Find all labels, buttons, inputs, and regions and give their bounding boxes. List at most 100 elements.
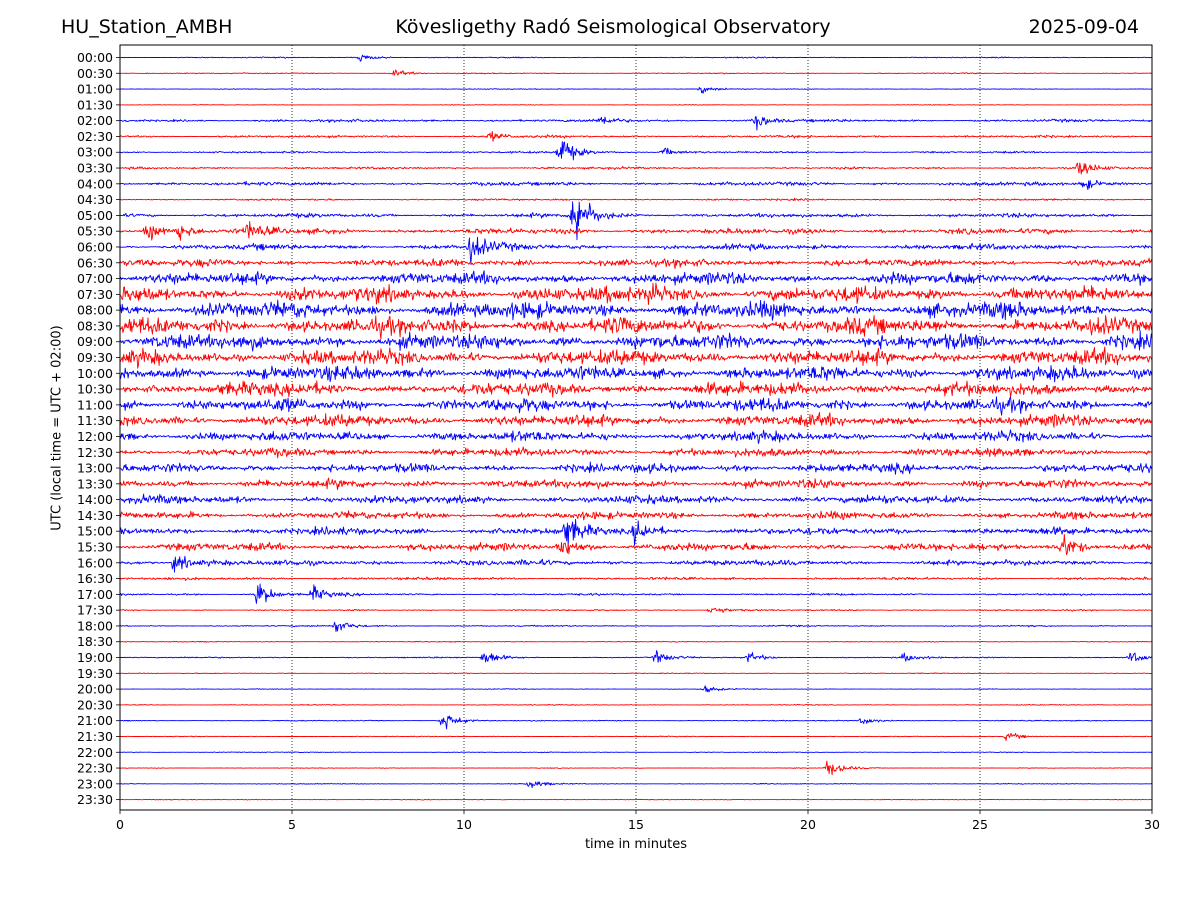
y-tick-label: 13:00 bbox=[77, 461, 113, 476]
traces-group bbox=[120, 54, 1152, 801]
y-tick-label: 20:30 bbox=[77, 697, 113, 712]
x-tick-label: 15 bbox=[628, 817, 644, 832]
chart-title: Kövesligethy Radó Seismological Observat… bbox=[395, 16, 831, 38]
y-tick-label: 10:30 bbox=[77, 382, 113, 397]
trace-row bbox=[120, 412, 1152, 428]
y-tick-label: 19:30 bbox=[77, 666, 113, 681]
y-tick-label: 14:00 bbox=[77, 492, 113, 507]
trace-row bbox=[120, 282, 1152, 306]
y-tick-label: 23:00 bbox=[77, 776, 113, 791]
trace-row bbox=[120, 54, 1152, 62]
y-tick-label: 05:00 bbox=[77, 208, 113, 223]
trace-row bbox=[120, 201, 1152, 241]
trace-row bbox=[120, 640, 1152, 643]
y-tick-label: 11:00 bbox=[77, 397, 113, 412]
trace-row bbox=[120, 621, 1152, 633]
y-tick-label: 08:30 bbox=[77, 318, 113, 333]
y-tick-label: 04:30 bbox=[77, 192, 113, 207]
trace-row bbox=[120, 493, 1152, 505]
y-tick-label: 22:00 bbox=[77, 745, 113, 760]
trace-row bbox=[120, 685, 1152, 693]
y-tick-label: 16:00 bbox=[77, 555, 113, 570]
y-tick-label: 03:00 bbox=[77, 145, 113, 160]
trace-row bbox=[120, 69, 1152, 76]
y-tick-label: 21:00 bbox=[77, 713, 113, 728]
trace-row bbox=[120, 583, 1152, 604]
y-tick-label: 19:00 bbox=[77, 650, 113, 665]
y-tick-label: 06:30 bbox=[77, 255, 113, 270]
trace-row bbox=[120, 798, 1152, 801]
trace-row bbox=[120, 299, 1152, 321]
y-tick-label: 10:00 bbox=[77, 366, 113, 381]
x-tick-label: 20 bbox=[800, 817, 816, 832]
trace-row bbox=[120, 179, 1152, 191]
trace-row bbox=[120, 162, 1152, 175]
y-tick-label: 01:00 bbox=[77, 82, 113, 97]
x-tick-label: 10 bbox=[456, 817, 472, 832]
trace-row bbox=[120, 607, 1152, 613]
y-tick-label: 12:00 bbox=[77, 429, 113, 444]
y-tick-label: 00:00 bbox=[77, 50, 113, 65]
y-tick-label: 18:00 bbox=[77, 618, 113, 633]
trace-row bbox=[120, 257, 1152, 270]
trace-row bbox=[120, 141, 1152, 161]
y-tick-label: 14:30 bbox=[77, 508, 113, 523]
y-tick-label: 23:30 bbox=[77, 792, 113, 807]
trace-row bbox=[120, 236, 1152, 265]
chart-date: 2025-09-04 bbox=[1028, 16, 1139, 38]
x-tick-label: 30 bbox=[1144, 817, 1160, 832]
trace-row bbox=[120, 461, 1152, 475]
trace-row bbox=[120, 732, 1152, 741]
trace-row bbox=[120, 672, 1152, 675]
y-tick-label: 02:00 bbox=[77, 113, 113, 128]
trace-row bbox=[120, 555, 1152, 573]
trace-row bbox=[120, 576, 1152, 582]
y-tick-label: 17:00 bbox=[77, 587, 113, 602]
y-tick-label: 22:30 bbox=[77, 761, 113, 776]
y-tick-label: 07:30 bbox=[77, 287, 113, 302]
trace-row bbox=[120, 715, 1152, 730]
trace-row bbox=[120, 130, 1152, 142]
y-tick-label: 06:00 bbox=[77, 239, 113, 254]
y-tick-label: 15:00 bbox=[77, 524, 113, 539]
y-tick-label: 15:30 bbox=[77, 539, 113, 554]
y-tick-label: 00:30 bbox=[77, 66, 113, 81]
trace-row bbox=[120, 781, 1152, 789]
trace-row bbox=[120, 510, 1152, 521]
trace-row bbox=[120, 380, 1152, 398]
y-tick-label: 16:30 bbox=[77, 571, 113, 586]
station-name: HU_Station_AMBH bbox=[61, 16, 233, 38]
y-tick-label: 09:00 bbox=[77, 334, 113, 349]
x-axis-label: time in minutes bbox=[584, 837, 688, 852]
trace-row bbox=[120, 364, 1152, 383]
y-tick-label: 11:30 bbox=[77, 413, 113, 428]
trace-row bbox=[120, 760, 1152, 776]
x-tick-label: 0 bbox=[116, 817, 124, 832]
y-tick-label: 02:30 bbox=[77, 129, 113, 144]
trace-row bbox=[120, 703, 1152, 707]
y-tick-label: 17:30 bbox=[77, 603, 113, 618]
trace-row bbox=[120, 116, 1152, 131]
trace-row bbox=[120, 429, 1152, 444]
x-tick-label: 25 bbox=[972, 817, 988, 832]
trace-row bbox=[120, 314, 1152, 340]
trace-row bbox=[120, 197, 1152, 202]
trace-row bbox=[120, 396, 1152, 416]
trace-row bbox=[120, 86, 1152, 94]
y-tick-label: 08:00 bbox=[77, 303, 113, 318]
trace-row bbox=[120, 270, 1152, 286]
trace-row bbox=[120, 650, 1152, 663]
y-tick-label: 12:30 bbox=[77, 445, 113, 460]
trace-row bbox=[120, 477, 1152, 491]
y-tick-label: 04:00 bbox=[77, 176, 113, 191]
trace-row bbox=[120, 330, 1152, 352]
y-tick-label: 20:00 bbox=[77, 682, 113, 697]
y-tick-label: 05:30 bbox=[77, 224, 113, 239]
trace-row bbox=[120, 346, 1152, 369]
y-tick-label: 18:30 bbox=[77, 634, 113, 649]
y-tick-label: 07:00 bbox=[77, 271, 113, 286]
y-tick-label: 21:30 bbox=[77, 729, 113, 744]
trace-row bbox=[120, 446, 1152, 459]
y-tick-label: 01:30 bbox=[77, 97, 113, 112]
